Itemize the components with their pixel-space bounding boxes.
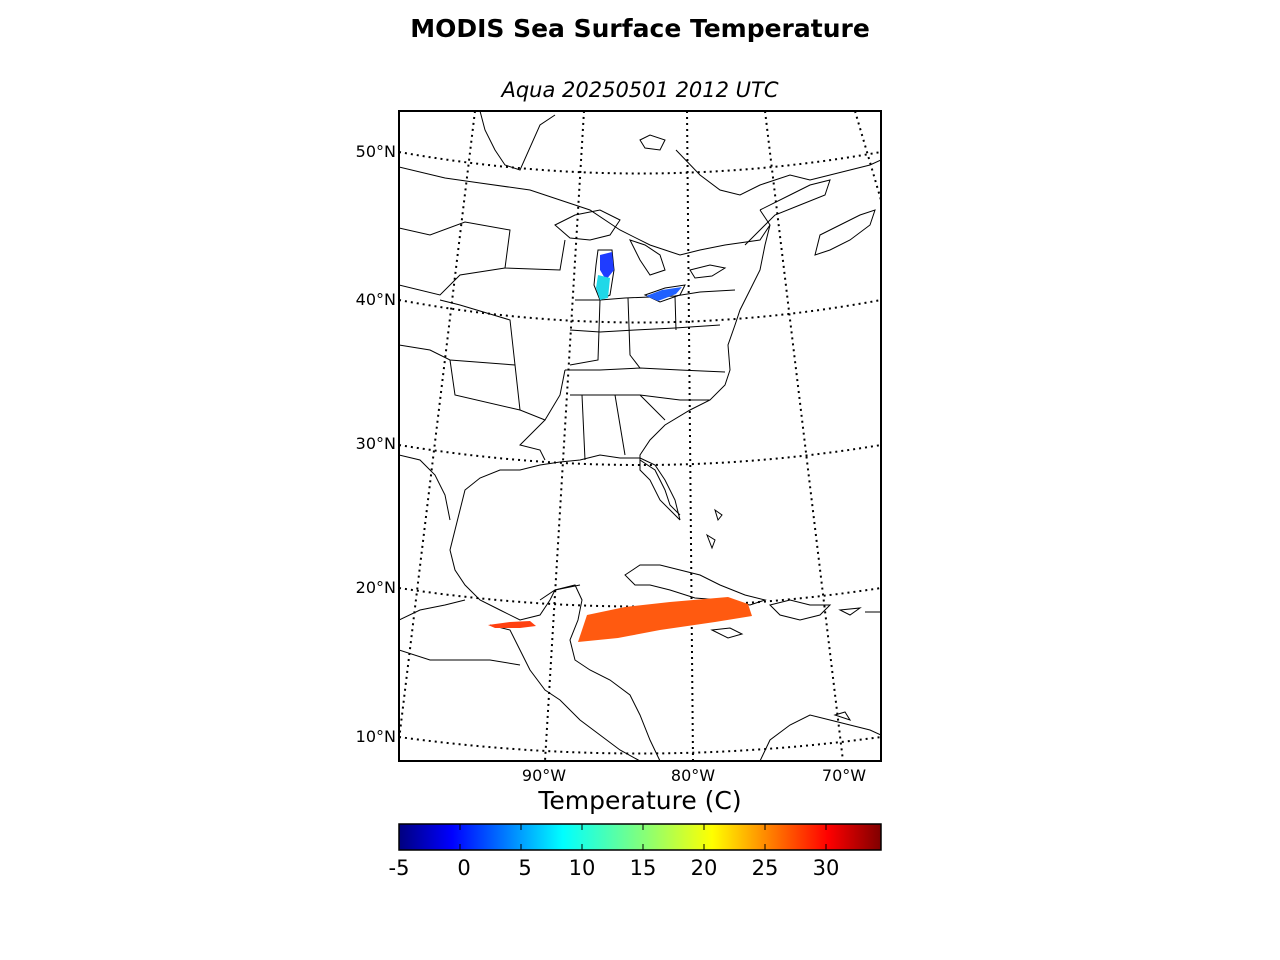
lat-label-10n: 10°N — [355, 727, 396, 746]
colorbar-tick-label: 10 — [568, 856, 596, 880]
colorbar-title: Temperature (C) — [538, 786, 742, 815]
colorbar-tick-label: 15 — [629, 856, 657, 880]
great-lakes-sst-warm — [596, 275, 610, 300]
great-lakes-sst-cold — [600, 252, 614, 280]
map-area — [399, 111, 881, 761]
map-frame — [398, 110, 882, 762]
map-subtitle: Aqua 20250501 2012 UTC — [501, 78, 779, 102]
gulf-sst-strip — [488, 621, 536, 628]
colorbar-ticks — [459, 824, 827, 850]
graticule — [399, 111, 881, 761]
colorbar-tick-label: 5 — [518, 856, 532, 880]
colorbar-tick-label: 20 — [690, 856, 718, 880]
map-title: MODIS Sea Surface Temperature — [410, 14, 870, 43]
lat-label-20n: 20°N — [355, 578, 396, 597]
lat-label-30n: 30°N — [355, 434, 396, 453]
lon-label-80w: 80°W — [670, 766, 716, 785]
colorbar-tick-label: -5 — [388, 856, 410, 880]
lat-label-50n: 50°N — [355, 142, 396, 161]
colorbar-tick-label: 30 — [812, 856, 840, 880]
coastlines — [399, 111, 881, 761]
lon-label-90w: 90°W — [521, 766, 567, 785]
caribbean-sst-swath — [578, 597, 752, 642]
colorbar — [398, 823, 882, 851]
colorbar-tick-label: 0 — [457, 856, 471, 880]
colorbar-tick-label: 25 — [751, 856, 779, 880]
lake-erie-sst — [646, 287, 682, 301]
sst-data — [488, 252, 752, 642]
lon-label-70w: 70°W — [821, 766, 867, 785]
lat-label-40n: 40°N — [355, 290, 396, 309]
